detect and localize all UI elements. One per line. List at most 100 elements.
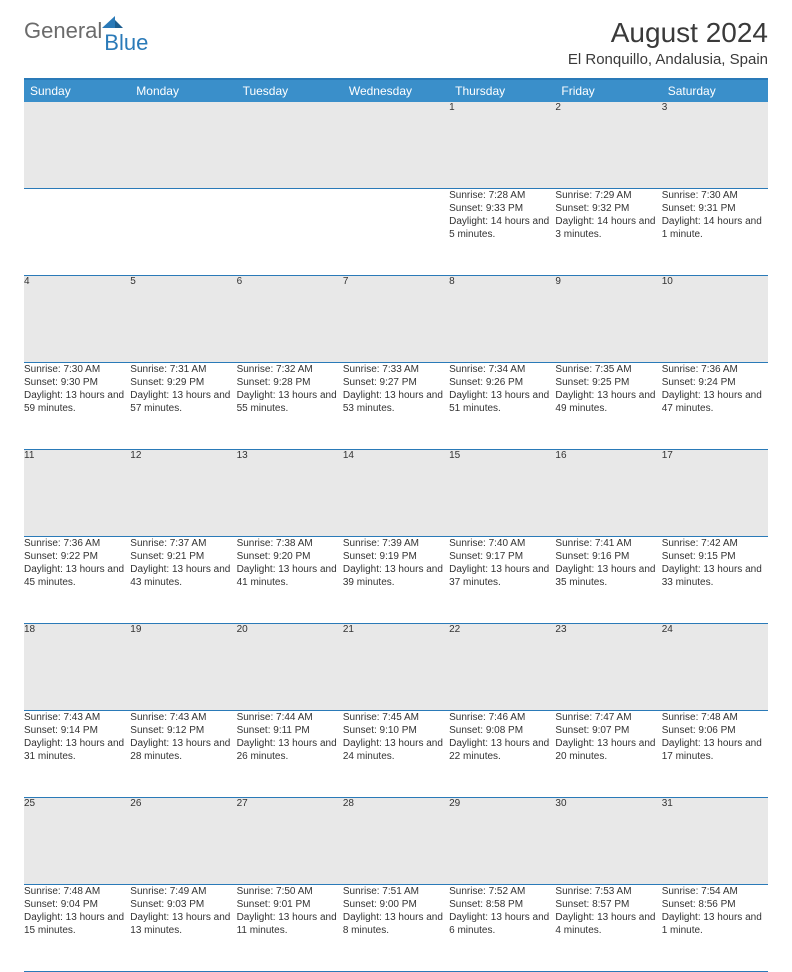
sunset-line: Sunset: 9:11 PM — [237, 724, 343, 737]
day-info-cell: Sunrise: 7:48 AMSunset: 9:04 PMDaylight:… — [24, 884, 130, 971]
sun-info: Sunrise: 7:53 AMSunset: 8:57 PMDaylight:… — [555, 885, 661, 937]
daylight-line: Daylight: 14 hours and 5 minutes. — [449, 215, 555, 241]
day-info-cell: Sunrise: 7:31 AMSunset: 9:29 PMDaylight:… — [130, 362, 236, 449]
day-number-cell: 23 — [555, 623, 661, 710]
daylight-line: Daylight: 13 hours and 53 minutes. — [343, 389, 449, 415]
daylight-line: Daylight: 13 hours and 6 minutes. — [449, 911, 555, 937]
sun-info: Sunrise: 7:45 AMSunset: 9:10 PMDaylight:… — [343, 711, 449, 763]
day-number-cell: 5 — [130, 275, 236, 362]
sunset-line: Sunset: 9:32 PM — [555, 202, 661, 215]
day-number-cell: 26 — [130, 797, 236, 884]
day-number-cell: 16 — [555, 449, 661, 536]
sunrise-line: Sunrise: 7:52 AM — [449, 885, 555, 898]
sun-info: Sunrise: 7:54 AMSunset: 8:56 PMDaylight:… — [662, 885, 768, 937]
sunrise-line: Sunrise: 7:36 AM — [662, 363, 768, 376]
weekday-header: Thursday — [449, 79, 555, 102]
sun-info: Sunrise: 7:49 AMSunset: 9:03 PMDaylight:… — [130, 885, 236, 937]
day-number-row: 18192021222324 — [24, 623, 768, 710]
weekday-header: Wednesday — [343, 79, 449, 102]
sunrise-line: Sunrise: 7:51 AM — [343, 885, 449, 898]
daylight-line: Daylight: 14 hours and 3 minutes. — [555, 215, 661, 241]
day-info-cell — [24, 188, 130, 275]
day-number-cell: 6 — [237, 275, 343, 362]
sun-info: Sunrise: 7:30 AMSunset: 9:30 PMDaylight:… — [24, 363, 130, 415]
sunset-line: Sunset: 8:58 PM — [449, 898, 555, 911]
day-info-cell: Sunrise: 7:36 AMSunset: 9:24 PMDaylight:… — [662, 362, 768, 449]
sun-info: Sunrise: 7:32 AMSunset: 9:28 PMDaylight:… — [237, 363, 343, 415]
day-number-cell: 14 — [343, 449, 449, 536]
sunrise-line: Sunrise: 7:38 AM — [237, 537, 343, 550]
sun-info: Sunrise: 7:38 AMSunset: 9:20 PMDaylight:… — [237, 537, 343, 589]
day-info-cell: Sunrise: 7:48 AMSunset: 9:06 PMDaylight:… — [662, 710, 768, 797]
day-number-cell — [24, 102, 130, 189]
daylight-line: Daylight: 13 hours and 33 minutes. — [662, 563, 768, 589]
daylight-line: Daylight: 13 hours and 55 minutes. — [237, 389, 343, 415]
day-info-cell: Sunrise: 7:47 AMSunset: 9:07 PMDaylight:… — [555, 710, 661, 797]
sun-info: Sunrise: 7:51 AMSunset: 9:00 PMDaylight:… — [343, 885, 449, 937]
calendar-body: 123 Sunrise: 7:28 AMSunset: 9:33 PMDayli… — [24, 102, 768, 972]
weekday-header: Tuesday — [237, 79, 343, 102]
day-number-cell: 2 — [555, 102, 661, 189]
daylight-line: Daylight: 13 hours and 8 minutes. — [343, 911, 449, 937]
day-info-cell: Sunrise: 7:42 AMSunset: 9:15 PMDaylight:… — [662, 536, 768, 623]
sun-info: Sunrise: 7:43 AMSunset: 9:12 PMDaylight:… — [130, 711, 236, 763]
day-info-cell: Sunrise: 7:43 AMSunset: 9:14 PMDaylight:… — [24, 710, 130, 797]
daylight-line: Daylight: 13 hours and 4 minutes. — [555, 911, 661, 937]
day-number-cell — [237, 102, 343, 189]
sunset-line: Sunset: 9:03 PM — [130, 898, 236, 911]
sunrise-line: Sunrise: 7:40 AM — [449, 537, 555, 550]
sunset-line: Sunset: 9:20 PM — [237, 550, 343, 563]
daylight-line: Daylight: 13 hours and 13 minutes. — [130, 911, 236, 937]
sunrise-line: Sunrise: 7:48 AM — [24, 885, 130, 898]
daylight-line: Daylight: 13 hours and 22 minutes. — [449, 737, 555, 763]
sunrise-line: Sunrise: 7:37 AM — [130, 537, 236, 550]
page-title: August 2024 — [568, 18, 768, 49]
daylight-line: Daylight: 13 hours and 51 minutes. — [449, 389, 555, 415]
daylight-line: Daylight: 13 hours and 47 minutes. — [662, 389, 768, 415]
day-info-cell: Sunrise: 7:41 AMSunset: 9:16 PMDaylight:… — [555, 536, 661, 623]
day-info-cell: Sunrise: 7:36 AMSunset: 9:22 PMDaylight:… — [24, 536, 130, 623]
day-number-cell: 15 — [449, 449, 555, 536]
day-number-cell: 3 — [662, 102, 768, 189]
sunset-line: Sunset: 9:16 PM — [555, 550, 661, 563]
day-info-cell: Sunrise: 7:37 AMSunset: 9:21 PMDaylight:… — [130, 536, 236, 623]
day-info-cell: Sunrise: 7:46 AMSunset: 9:08 PMDaylight:… — [449, 710, 555, 797]
day-number-cell: 17 — [662, 449, 768, 536]
sun-info: Sunrise: 7:36 AMSunset: 9:24 PMDaylight:… — [662, 363, 768, 415]
title-block: August 2024 El Ronquillo, Andalusia, Spa… — [568, 18, 768, 68]
sunrise-line: Sunrise: 7:30 AM — [24, 363, 130, 376]
sunset-line: Sunset: 9:01 PM — [237, 898, 343, 911]
day-number-cell: 21 — [343, 623, 449, 710]
sunrise-line: Sunrise: 7:28 AM — [449, 189, 555, 202]
day-info-row: Sunrise: 7:28 AMSunset: 9:33 PMDaylight:… — [24, 188, 768, 275]
day-info-cell: Sunrise: 7:45 AMSunset: 9:10 PMDaylight:… — [343, 710, 449, 797]
sunset-line: Sunset: 9:14 PM — [24, 724, 130, 737]
sunset-line: Sunset: 9:00 PM — [343, 898, 449, 911]
logo: General Blue — [24, 18, 170, 44]
sunset-line: Sunset: 9:28 PM — [237, 376, 343, 389]
sunset-line: Sunset: 9:06 PM — [662, 724, 768, 737]
sunrise-line: Sunrise: 7:31 AM — [130, 363, 236, 376]
sun-info: Sunrise: 7:47 AMSunset: 9:07 PMDaylight:… — [555, 711, 661, 763]
day-number-cell: 13 — [237, 449, 343, 536]
day-info-row: Sunrise: 7:48 AMSunset: 9:04 PMDaylight:… — [24, 884, 768, 971]
sunset-line: Sunset: 9:31 PM — [662, 202, 768, 215]
sunrise-line: Sunrise: 7:47 AM — [555, 711, 661, 724]
sunset-line: Sunset: 9:21 PM — [130, 550, 236, 563]
sunset-line: Sunset: 9:12 PM — [130, 724, 236, 737]
day-info-cell: Sunrise: 7:50 AMSunset: 9:01 PMDaylight:… — [237, 884, 343, 971]
sun-info: Sunrise: 7:35 AMSunset: 9:25 PMDaylight:… — [555, 363, 661, 415]
day-info-cell: Sunrise: 7:28 AMSunset: 9:33 PMDaylight:… — [449, 188, 555, 275]
day-number-row: 11121314151617 — [24, 449, 768, 536]
day-info-cell: Sunrise: 7:54 AMSunset: 8:56 PMDaylight:… — [662, 884, 768, 971]
daylight-line: Daylight: 13 hours and 31 minutes. — [24, 737, 130, 763]
sunrise-line: Sunrise: 7:48 AM — [662, 711, 768, 724]
day-info-cell: Sunrise: 7:52 AMSunset: 8:58 PMDaylight:… — [449, 884, 555, 971]
sun-info: Sunrise: 7:42 AMSunset: 9:15 PMDaylight:… — [662, 537, 768, 589]
day-info-row: Sunrise: 7:43 AMSunset: 9:14 PMDaylight:… — [24, 710, 768, 797]
day-info-cell: Sunrise: 7:39 AMSunset: 9:19 PMDaylight:… — [343, 536, 449, 623]
day-number-cell: 9 — [555, 275, 661, 362]
day-number-cell: 8 — [449, 275, 555, 362]
sunset-line: Sunset: 9:04 PM — [24, 898, 130, 911]
day-number-cell: 10 — [662, 275, 768, 362]
